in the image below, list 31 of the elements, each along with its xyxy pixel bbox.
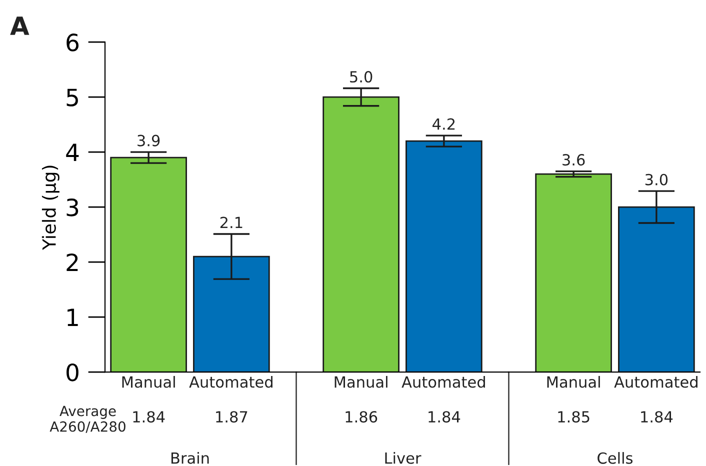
text: Automated — [402, 376, 485, 388]
y-axis-title: Yield (µg) — [42, 166, 60, 250]
x-tick-label: Cells — [598, 452, 633, 464]
data-label: 4.2 — [432, 118, 455, 130]
text: 1.86 — [346, 411, 378, 423]
text: 1.87 — [216, 411, 248, 423]
x-tick-label: Liver — [385, 452, 422, 464]
text: Manual — [334, 376, 388, 388]
text: Manual — [547, 376, 600, 388]
data-label: 3.6 — [562, 154, 585, 166]
data-label: 2.1 — [220, 216, 242, 228]
y-tick-label: 2 — [66, 253, 78, 271]
text: 1.84 — [133, 411, 165, 423]
text: 1.84 — [428, 411, 460, 423]
y-tick-label: 0 — [66, 363, 78, 382]
text: A — [10, 16, 30, 35]
series-label: Automated — [189, 376, 272, 388]
y-tick-label: 5 — [66, 88, 78, 106]
text: Automated — [614, 376, 698, 388]
y-tick-label: 3 — [66, 198, 78, 216]
data-label: 3.0 — [645, 174, 668, 186]
y-tick-label: 1 — [68, 308, 78, 326]
text: 1.84 — [641, 411, 673, 423]
text: Average A260/A280 — [50, 406, 126, 433]
x-tick-label: Brain — [171, 452, 209, 464]
y-tick-label: 6 — [66, 34, 79, 52]
series-label: Manual — [122, 376, 175, 388]
y-tick-label: 4 — [66, 144, 79, 162]
data-label: 5.0 — [350, 71, 372, 83]
text: 1.85 — [558, 411, 590, 423]
data-label: 3.9 — [138, 134, 160, 146]
